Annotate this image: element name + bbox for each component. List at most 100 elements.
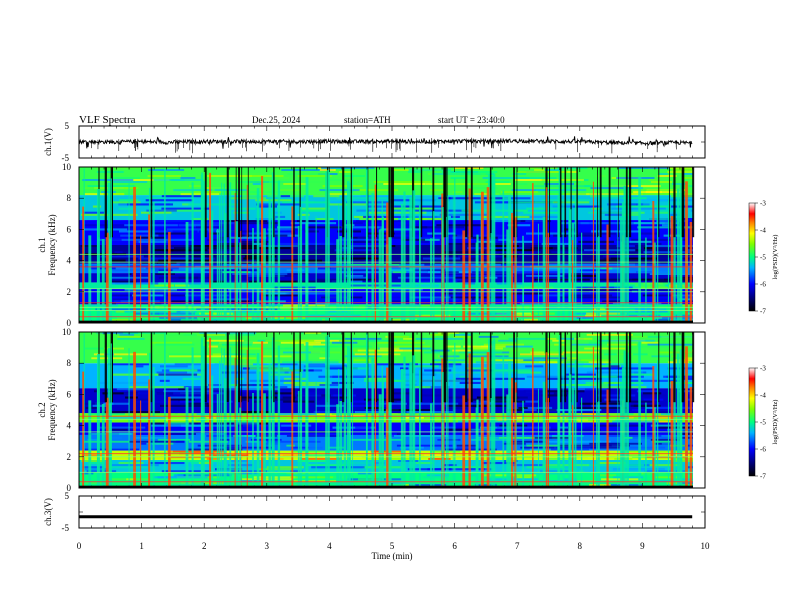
spec1-sferic xyxy=(268,198,271,323)
spec2-sferic xyxy=(532,348,534,488)
spec1-speckle xyxy=(299,207,330,210)
spec2-speckle xyxy=(81,472,94,475)
spec1-speckle xyxy=(491,245,519,248)
spec1-speckle xyxy=(419,238,440,241)
spec2-speckle xyxy=(603,381,622,384)
spec2-speckle xyxy=(491,359,524,362)
spec1-sferic-gap xyxy=(420,167,423,238)
spec1-sferic xyxy=(200,175,203,323)
spec1-speckle xyxy=(258,205,277,208)
spec2-speckle xyxy=(353,359,371,362)
spec1-speckle xyxy=(448,197,504,200)
spec2-speckle xyxy=(109,459,146,462)
spec1-sferic xyxy=(480,191,484,323)
spec1-speckle xyxy=(112,298,129,301)
spec1-speckle xyxy=(602,255,656,258)
spec2-sferic-gap xyxy=(618,332,619,403)
spec2-speckle xyxy=(364,377,395,380)
spec2-sferic xyxy=(454,342,456,488)
spec1-speckle xyxy=(322,286,342,289)
spec1-speckle xyxy=(298,209,326,212)
spec2-speckle xyxy=(337,462,385,465)
spec1-sferic xyxy=(492,173,496,323)
spec1-sferic-gap xyxy=(342,167,345,238)
spec2-speckle xyxy=(607,343,637,346)
spec2-speckle xyxy=(674,454,693,457)
spec2-sferic xyxy=(277,345,281,488)
spec1-speckle xyxy=(214,189,248,192)
spec1-speckle xyxy=(241,195,263,198)
spec1-sferic xyxy=(252,227,254,323)
spec1-speckle xyxy=(690,209,693,212)
spec2-speckle xyxy=(456,446,476,449)
spec2-speckle xyxy=(332,426,377,429)
spec2-speckle xyxy=(473,347,503,350)
spec2-speckle xyxy=(239,365,273,368)
spec1-speckle xyxy=(648,167,693,169)
spec1-speckle xyxy=(485,181,510,183)
spec1-sferic xyxy=(447,195,449,323)
spec2-sferic xyxy=(522,400,524,488)
spec2-speckle xyxy=(510,440,546,443)
time-tick-label: 3 xyxy=(265,541,270,551)
spec1-speckle xyxy=(560,275,597,277)
spec1-sferic xyxy=(430,238,433,323)
spec2-sferic xyxy=(382,381,384,488)
spec1-speckle xyxy=(607,185,661,188)
spec1-speckle xyxy=(645,245,693,248)
spec1-sferic xyxy=(685,181,688,323)
spec2-sferic xyxy=(209,337,212,488)
spec2-speckle xyxy=(589,484,611,487)
spec2-speckle xyxy=(545,337,557,340)
spec2-speckle xyxy=(580,402,622,405)
spec2-speckle xyxy=(355,426,371,429)
spec2-speckle xyxy=(542,416,566,419)
spec1-speckle xyxy=(657,175,677,177)
spec2-speckle xyxy=(641,341,659,344)
spec1-speckle xyxy=(495,183,511,185)
ch1-waveform-panel: 5 -5 ch.1(V) xyxy=(43,121,706,163)
spec2-speckle xyxy=(179,464,222,467)
spec2-speckle xyxy=(530,351,545,354)
spec1-sferic xyxy=(234,192,236,323)
spec2-sferic-gap xyxy=(516,332,518,403)
spec1-speckle xyxy=(345,275,364,277)
spec1-speckle xyxy=(370,273,428,275)
spec1-sferic xyxy=(626,187,629,323)
spec2-speckle xyxy=(303,343,330,346)
spec1-speckle xyxy=(151,230,187,233)
spec2-sferic-gap xyxy=(376,332,378,403)
spec2-sferic xyxy=(229,347,232,488)
time-axis: 0 1 2 3 4 5 6 7 8 9 10 Time (min) xyxy=(77,541,710,561)
spec2-sferic-gap xyxy=(489,332,492,403)
spec2-speckle xyxy=(377,347,424,350)
spec2-sferic xyxy=(88,400,92,488)
spec2-speckle xyxy=(239,454,283,457)
spec2-speckle xyxy=(562,361,585,364)
spec1-speckle xyxy=(336,197,388,200)
spec1-sferic xyxy=(542,216,546,323)
spec1-speckle xyxy=(626,314,661,317)
spec1-speckle xyxy=(534,169,545,171)
spec2-sferic xyxy=(510,377,514,488)
spec2-sferic xyxy=(386,367,389,488)
spec1-sferic-gap xyxy=(489,167,492,238)
spec2-speckle xyxy=(415,462,433,465)
spec1-speckle xyxy=(210,251,236,254)
spec1-speckle xyxy=(672,294,693,297)
spec2-speckle xyxy=(467,398,506,401)
spec2-ytick-label: 8 xyxy=(67,358,72,368)
spec1-speckle xyxy=(521,318,540,321)
spec1-sferic xyxy=(97,189,101,323)
spec2-speckle xyxy=(196,333,234,336)
spec1-sferic xyxy=(462,230,466,323)
spec2-speckle xyxy=(150,341,193,344)
spec2-sferic xyxy=(447,360,449,488)
spec1-speckle xyxy=(621,222,680,225)
spec1-speckle xyxy=(324,171,347,173)
spec2-speckle xyxy=(97,426,146,429)
spec1-speckle xyxy=(348,276,368,279)
spec1-speckle xyxy=(114,300,172,303)
spec1-speckle xyxy=(326,226,384,229)
